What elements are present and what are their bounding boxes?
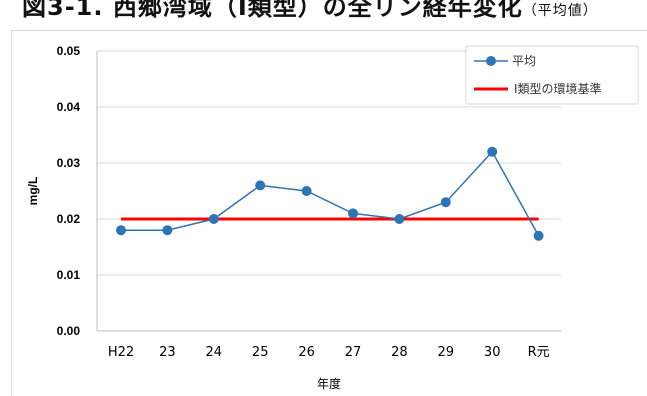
y-tick-label: 0.01: [57, 268, 81, 282]
title-strip: 図3-1. 西郷湾域（Ⅰ類型）の全リン経年変化（平均値）: [0, 0, 647, 30]
data-point: [255, 180, 266, 191]
y-tick-labels: 0.00 0.01 0.02 0.03 0.04 0.05: [57, 44, 81, 338]
legend-label-reference: Ⅰ類型の環境基準: [514, 81, 602, 96]
legend-series-marker: [486, 56, 496, 66]
page-title-text: 図3-1. 西郷湾域（Ⅰ類型）の全リン経年変化: [22, 0, 523, 21]
y-tick-label: 0.05: [57, 44, 81, 58]
data-point: [116, 225, 126, 236]
data-series: [116, 146, 544, 241]
legend: 平均 Ⅰ類型の環境基準: [465, 45, 639, 105]
x-tick-label: 27: [345, 345, 362, 360]
x-tick-label: 30: [484, 345, 501, 360]
data-point: [440, 197, 451, 208]
legend-label-series: 平均: [512, 54, 536, 68]
x-tick-label: H22: [108, 345, 134, 360]
y-tick-label: 0.02: [57, 212, 81, 226]
chart-frame: [11, 30, 647, 396]
x-tick-label: 28: [391, 345, 408, 360]
x-tick-label: 26: [298, 345, 315, 360]
x-tick-label: 25: [252, 345, 269, 360]
x-tick-label: 29: [438, 345, 455, 360]
data-point: [394, 214, 405, 224]
data-point: [487, 146, 498, 157]
y-axis-label: mg/L: [26, 177, 40, 206]
y-tick-label: 0.00: [57, 324, 81, 338]
data-point: [208, 214, 219, 224]
data-point: [533, 230, 544, 241]
y-tick-label: 0.03: [57, 156, 81, 170]
series-line: [121, 150, 540, 237]
x-tick-label: R元: [528, 345, 550, 360]
data-point: [162, 225, 173, 236]
x-axis-label: 年度: [317, 376, 341, 391]
page-title: 図3-1. 西郷湾域（Ⅰ類型）の全リン経年変化（平均値）: [22, 0, 598, 22]
data-point: [348, 208, 358, 219]
data-point: [301, 186, 312, 196]
page-title-suffix: （平均値）: [522, 3, 598, 19]
x-tick-label: 23: [159, 345, 176, 360]
x-tick-labels: H22 23 24 25 26 27 28 29 30 R元: [108, 345, 550, 360]
y-tick-label: 0.04: [57, 100, 81, 114]
x-tick-label: 24: [206, 345, 223, 360]
legend-box: [465, 45, 639, 105]
